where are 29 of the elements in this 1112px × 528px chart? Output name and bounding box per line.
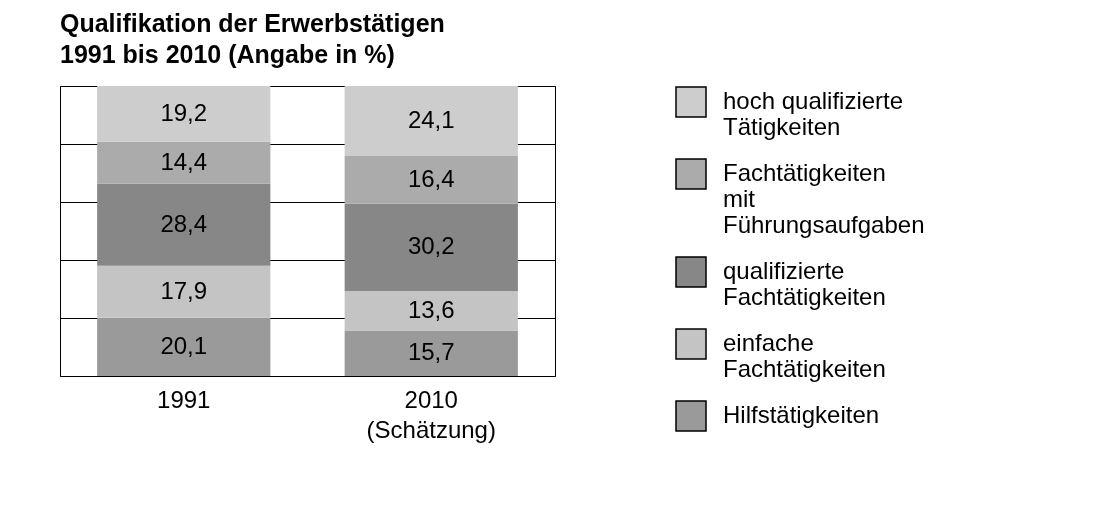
- bar: [344, 330, 518, 376]
- x-tick-label: 1991: [157, 385, 211, 413]
- data-label: 15,7: [407, 338, 455, 366]
- data-label: 13,6: [407, 295, 455, 323]
- bar: [97, 183, 271, 266]
- bar: [97, 141, 271, 184]
- data-label: 24,1: [407, 105, 455, 133]
- data-label: 14,4: [160, 147, 208, 175]
- chart-subtitle: 1991 bis 2010 (Angabe in %): [60, 40, 395, 68]
- data-label: 30,2: [407, 232, 455, 260]
- bar: [344, 155, 518, 204]
- data-label: 20,1: [160, 331, 208, 359]
- data-label: 28,4: [160, 209, 208, 237]
- bar: [344, 203, 518, 292]
- legend-label: hoch qualifizierte Tätigkeiten: [723, 87, 904, 140]
- legend-label: einfache Fachtätigkeiten: [723, 329, 886, 382]
- data-label: 17,9: [160, 276, 208, 304]
- legend-label: Hilfstätigkeiten: [723, 401, 880, 428]
- legend-label: qualifizierte Fachtätigkeiten: [723, 257, 886, 310]
- bar: [344, 291, 518, 331]
- bar: [97, 86, 271, 142]
- data-label: 19,2: [160, 98, 208, 126]
- legend-label: Fachtätigkeiten mit Führungsaufgaben: [723, 159, 925, 238]
- data-label: 16,4: [407, 164, 455, 192]
- chart-title: Qualifikation der Erwerbstätigen: [60, 9, 445, 37]
- x-tick-label: 2010 (Schätzung): [366, 385, 496, 443]
- bar: [97, 265, 271, 318]
- bar: [97, 317, 271, 376]
- bar: [344, 86, 518, 156]
